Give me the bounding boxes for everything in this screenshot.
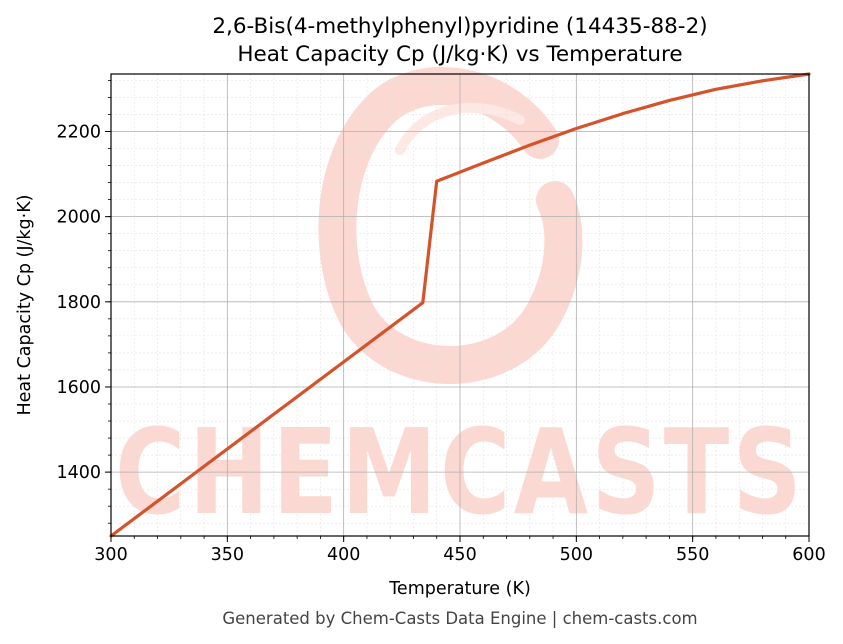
x-tick-label: 400 bbox=[327, 545, 360, 565]
series-layer bbox=[109, 72, 811, 538]
x-axis-label: Temperature (K) bbox=[388, 579, 531, 599]
footer-credit: Generated by Chem-Casts Data Engine | ch… bbox=[222, 609, 697, 628]
chart-title: 2,6-Bis(4-methylphenyl)pyridine (14435-8… bbox=[212, 14, 707, 39]
x-tick-label: 350 bbox=[211, 545, 244, 565]
y-axis: 1400 1600 1800 2000 2200 bbox=[56, 79, 111, 524]
y-tick-label: 1600 bbox=[56, 378, 101, 398]
x-tick-label: 450 bbox=[443, 545, 476, 565]
chart-subtitle: Heat Capacity Cp (J/kg·K) vs Temperature bbox=[237, 42, 682, 67]
y-tick-label: 2000 bbox=[56, 208, 101, 228]
y-axis-label: Heat Capacity Cp (J/kg·K) bbox=[15, 195, 35, 416]
series-line bbox=[109, 72, 811, 538]
x-tick-label: 550 bbox=[676, 545, 709, 565]
watermark-logo bbox=[318, 67, 583, 384]
x-axis: 300 350 400 450 500 550 600 bbox=[94, 536, 826, 565]
y-tick-label: 2200 bbox=[56, 122, 101, 142]
x-tick-label: 300 bbox=[94, 545, 127, 565]
y-tick-label: 1400 bbox=[56, 463, 101, 483]
y-tick-label: 1800 bbox=[56, 293, 101, 313]
x-tick-label: 500 bbox=[560, 545, 593, 565]
x-tick-label: 600 bbox=[792, 545, 825, 565]
